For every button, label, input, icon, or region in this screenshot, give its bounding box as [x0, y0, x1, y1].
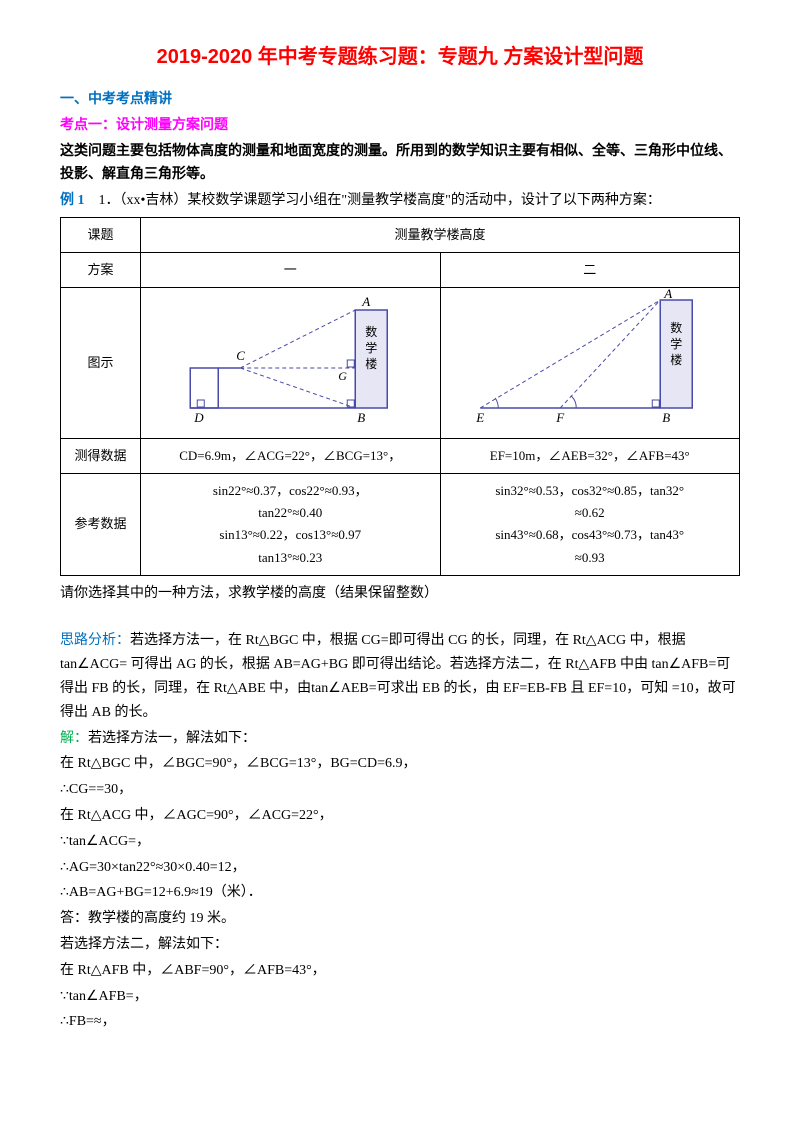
ref1-line-d: tan13°≈0.23 [149, 547, 432, 569]
ref2-line-c: sin43°≈0.68，cos43°≈0.73，tan43° [449, 524, 732, 546]
label-b-r: B [662, 410, 670, 425]
analysis: 思路分析：若选择方法一，在 Rt△BGC 中，根据 CG=即可得出 CG 的长，… [60, 629, 740, 724]
label-a-r: A [663, 288, 672, 301]
right-angle-b-r [652, 400, 659, 407]
cell-topic: 测量教学楼高度 [141, 217, 740, 252]
label-b: B [357, 410, 365, 425]
right-angle-g [347, 360, 354, 367]
building-label-char3: 楼 [365, 356, 377, 371]
line-fa [560, 300, 660, 408]
cell-ref-2: sin32°≈0.53，cos32°≈0.85，tan32° ≈0.62 sin… [440, 474, 740, 575]
solve-text: 若选择方法一，解法如下： [88, 731, 256, 746]
step-8: 若选择方法二，解法如下： [60, 933, 740, 957]
step-3: 在 Rt△ACG 中，∠AGC=90°，∠ACG=22°， [60, 804, 740, 828]
label-c: C [236, 348, 245, 363]
step-5: ∴AG=30×tan22°≈30×0.40=12， [60, 856, 740, 880]
step-11: ∴FB=≈， [60, 1010, 740, 1034]
cell-ref-h: 参考数据 [61, 474, 141, 575]
building-label-char2: 学 [365, 340, 377, 355]
cell-plan-1: 一 [141, 253, 441, 288]
after-table: 请你选择其中的一种方法，求教学楼的高度（结果保留整数） [60, 582, 740, 606]
cell-plan-h: 方案 [61, 253, 141, 288]
example-1: 例 1 1．（xx•吉林）某校数学课题学习小组在"测量教学楼高度"的活动中，设计… [60, 189, 740, 213]
solve-label: 解： [60, 731, 88, 746]
ref2-line-a: sin32°≈0.53，cos32°≈0.85，tan32° [449, 480, 732, 502]
line-ca [240, 310, 355, 368]
step-4: ∵tan∠ACG=， [60, 830, 740, 854]
step-1: 在 Rt△BGC 中，∠BGC=90°，∠BCG=13°，BG=CD=6.9， [60, 752, 740, 776]
label-a: A [361, 294, 370, 309]
angle-e [495, 398, 498, 408]
example-label: 例 1 [60, 193, 85, 208]
label-d: D [193, 410, 204, 425]
example-text: 1．（xx•吉林）某校数学课题学习小组在"测量教学楼高度"的活动中，设计了以下两… [85, 193, 661, 208]
building-label-char1: 数 [365, 324, 377, 339]
diagram-left: 数 学 楼 A B C D G [141, 288, 441, 439]
label-e: E [475, 410, 484, 425]
cell-measured-h: 测得数据 [61, 439, 141, 474]
ref2-line-b: ≈0.62 [449, 502, 732, 524]
cell-ref-1: sin22°≈0.37，cos22°≈0.93， tan22°≈0.40 sin… [141, 474, 441, 575]
diagram-right: 数 学 楼 A B E F [440, 288, 740, 439]
analysis-label: 思路分析： [60, 633, 130, 648]
analysis-text: 若选择方法一，在 Rt△BGC 中，根据 CG=即可得出 CG 的长，同理，在 … [60, 633, 736, 719]
cell-topic-h: 课题 [61, 217, 141, 252]
building-label-r3: 楼 [670, 352, 682, 367]
label-g: G [338, 369, 347, 383]
ref1-line-a: sin22°≈0.37，cos22°≈0.93， [149, 480, 432, 502]
step-7: 答：教学楼的高度约 19 米。 [60, 907, 740, 931]
angle-f [571, 396, 576, 408]
cell-measured-2: EF=10m，∠AEB=32°，∠AFB=43° [440, 439, 740, 474]
cell-diagram-h: 图示 [61, 288, 141, 439]
right-angle-d [197, 400, 204, 407]
section-heading-1: 一、中考考点精讲 [60, 88, 740, 112]
methods-table: 课题 测量教学楼高度 方案 一 二 图示 数 学 楼 A [60, 217, 740, 576]
building-label-r1: 数 [670, 320, 682, 335]
intro-paragraph: 这类问题主要包括物体高度的测量和地面宽度的测量。所用到的数学知识主要有相似、全等… [60, 140, 740, 188]
step-9: 在 Rt△AFB 中，∠ABF=90°，∠AFB=43°， [60, 959, 740, 983]
section-heading-2: 考点一：设计测量方案问题 [60, 114, 740, 138]
solution-start: 解：若选择方法一，解法如下： [60, 727, 740, 751]
step-10: ∵tan∠AFB=， [60, 985, 740, 1009]
cell-plan-2: 二 [440, 253, 740, 288]
step-6: ∴AB=AG+BG=12+6.9≈19（米）． [60, 881, 740, 905]
label-f: F [555, 410, 565, 425]
cell-measured-1: CD=6.9m，∠ACG=22°，∠BCG=13°， [141, 439, 441, 474]
ref2-line-d: ≈0.93 [449, 547, 732, 569]
line-ea [480, 300, 660, 408]
building-label-r2: 学 [670, 336, 682, 351]
ref1-line-b: tan22°≈0.40 [149, 502, 432, 524]
step-2: ∴CG==30， [60, 778, 740, 802]
page-title: 2019-2020 年中考专题练习题：专题九 方案设计型问题 [60, 40, 740, 74]
ref1-line-c: sin13°≈0.22，cos13°≈0.97 [149, 524, 432, 546]
